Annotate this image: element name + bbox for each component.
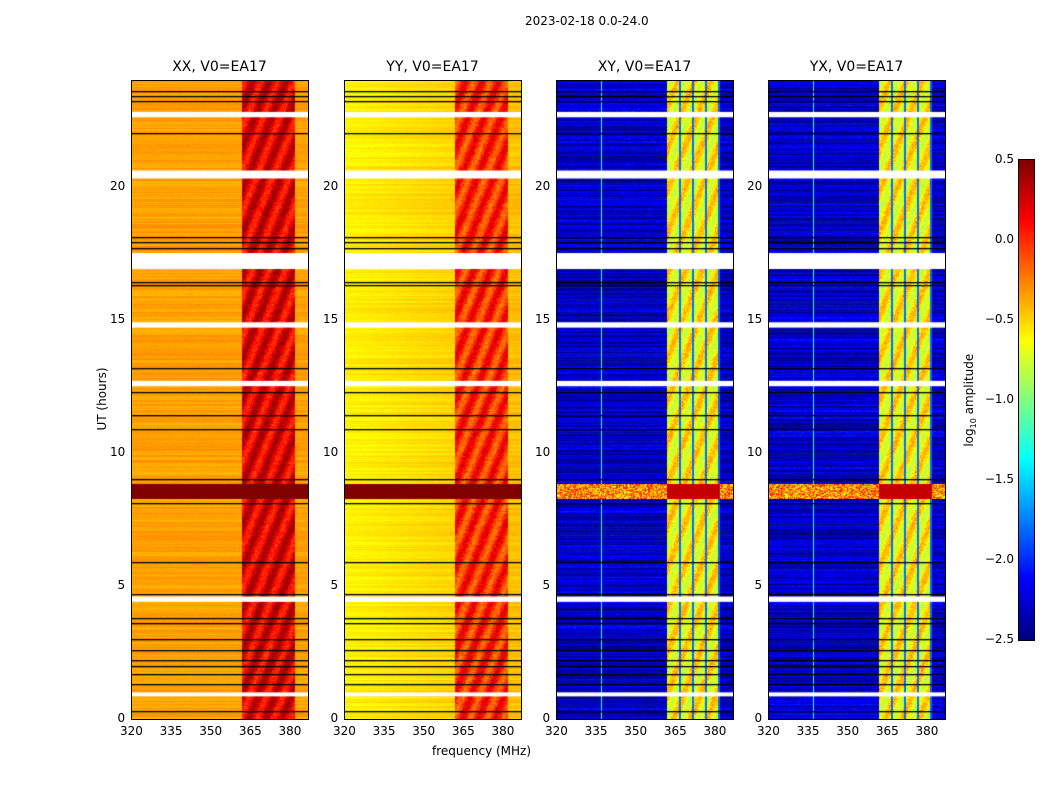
y-tick-label: 0 bbox=[542, 711, 551, 725]
x-tick-label: 350 bbox=[199, 724, 223, 738]
y-tick-label: 20 bbox=[110, 178, 126, 193]
heatmap-2 bbox=[556, 80, 733, 719]
y-axis-label: UT (hours) bbox=[95, 367, 109, 431]
x-tick-label: 335 bbox=[159, 724, 183, 738]
y-tick-label: 0 bbox=[330, 711, 339, 725]
heatmap-3 bbox=[768, 80, 945, 719]
x-tick-label: 350 bbox=[412, 724, 436, 738]
y-tick-label: 5 bbox=[754, 577, 763, 592]
panel-title: XX, V0=EA17 bbox=[172, 59, 267, 75]
y-tick-label: 15 bbox=[110, 311, 126, 326]
y-tick-label: 5 bbox=[330, 577, 339, 592]
x-tick-label: 320 bbox=[545, 724, 568, 738]
y-tick-label: 15 bbox=[747, 311, 763, 326]
colorbar-label: log10 amplitude bbox=[962, 350, 978, 450]
x-tick-label: 350 bbox=[836, 724, 860, 738]
y-tick-label: 0 bbox=[117, 711, 126, 725]
x-tick-label: 365 bbox=[451, 724, 475, 738]
colorbar-tick-label: −1.5 bbox=[984, 472, 1014, 486]
x-tick-label: 380 bbox=[703, 724, 727, 738]
x-tick-label: 380 bbox=[278, 724, 302, 738]
colorbar-tick-label: −1.0 bbox=[984, 392, 1014, 406]
colorbar-label-log: log bbox=[961, 428, 976, 447]
x-tick-label: 365 bbox=[238, 724, 262, 738]
colorbar-tick-label: −2.5 bbox=[984, 632, 1014, 646]
colorbar-label-sub: 10 bbox=[969, 418, 979, 429]
y-tick-label: 20 bbox=[535, 178, 551, 193]
x-tick-label: 350 bbox=[624, 724, 648, 738]
y-tick-label: 20 bbox=[747, 178, 763, 193]
panel-title: XY, V0=EA17 bbox=[597, 59, 692, 75]
heatmap-0 bbox=[131, 80, 308, 719]
y-tick-label: 10 bbox=[535, 444, 551, 459]
colorbar-label-rest: amplitude bbox=[961, 353, 976, 419]
y-tick-label: 15 bbox=[535, 311, 551, 326]
y-tick-label: 0 bbox=[754, 711, 763, 725]
colorbar-tick-label: 0.0 bbox=[994, 232, 1014, 246]
x-tick-label: 320 bbox=[120, 724, 143, 738]
colorbar-tick-label: 0.5 bbox=[994, 152, 1014, 166]
x-tick-label: 320 bbox=[757, 724, 780, 738]
x-tick-label: 365 bbox=[875, 724, 899, 738]
figure-title: 2023-02-18 0.0-24.0 bbox=[525, 14, 649, 28]
x-tick-label: 335 bbox=[796, 724, 820, 738]
x-tick-label: 365 bbox=[663, 724, 687, 738]
colorbar-tick-label: −0.5 bbox=[984, 312, 1014, 326]
y-tick-label: 5 bbox=[117, 577, 126, 592]
colorbar-tick-label: −2.0 bbox=[984, 552, 1014, 566]
y-tick-label: 15 bbox=[323, 311, 339, 326]
x-tick-label: 380 bbox=[915, 724, 939, 738]
panel-title: YY, V0=EA17 bbox=[386, 59, 479, 75]
y-tick-label: 5 bbox=[542, 577, 551, 592]
y-tick-label: 10 bbox=[323, 444, 339, 459]
y-tick-label: 10 bbox=[747, 444, 763, 459]
heatmap-1 bbox=[344, 80, 521, 719]
colorbar bbox=[1019, 160, 1034, 640]
y-tick-label: 20 bbox=[323, 178, 339, 193]
x-tick-label: 335 bbox=[372, 724, 396, 738]
x-axis-label: frequency (MHz) bbox=[432, 744, 532, 758]
y-tick-label: 10 bbox=[110, 444, 126, 459]
x-tick-label: 320 bbox=[333, 724, 356, 738]
panel-title: YX, V0=EA17 bbox=[809, 59, 904, 75]
x-tick-label: 335 bbox=[584, 724, 608, 738]
x-tick-label: 380 bbox=[491, 724, 515, 738]
